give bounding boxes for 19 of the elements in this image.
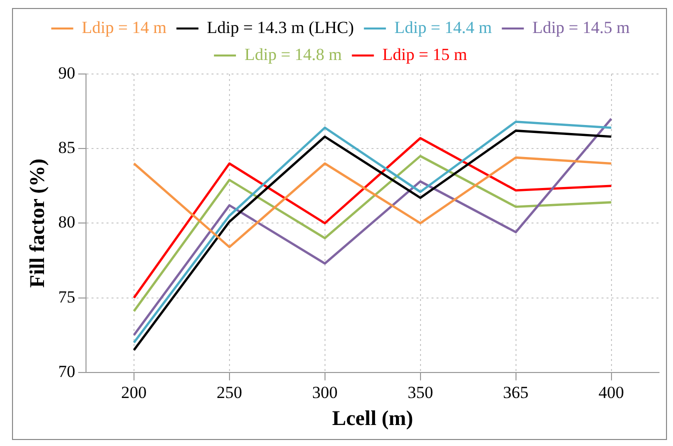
y-tick-label: 80	[58, 212, 76, 232]
y-tick-label: 75	[58, 287, 76, 306]
legend-label: Ldip = 14.8 m	[244, 44, 342, 64]
x-tick-label: 300	[312, 383, 338, 402]
legend-label: Ldip = 15 m	[382, 44, 468, 64]
legend-label: Ldip = 14.5 m	[532, 18, 630, 37]
y-tick-label: 70	[58, 362, 76, 381]
x-tick-label: 200	[121, 383, 147, 402]
y-tick-label: 85	[58, 138, 76, 158]
x-tick-label: 400	[598, 383, 624, 402]
x-tick-label: 350	[408, 383, 434, 402]
legend-label: Ldip = 14 m	[82, 18, 166, 37]
legend-label: Ldip = 14.3 m (LHC)	[206, 18, 354, 37]
x-tick-label: 365	[503, 383, 529, 402]
y-tick-label: 90	[58, 63, 76, 82]
x-tick-label: 250	[216, 383, 242, 402]
x-axis-title: Lcell (m)	[332, 406, 414, 430]
y-axis-title: Fill factor (%)	[25, 158, 50, 288]
legend-label: Ldip = 14.4 m	[394, 18, 492, 37]
